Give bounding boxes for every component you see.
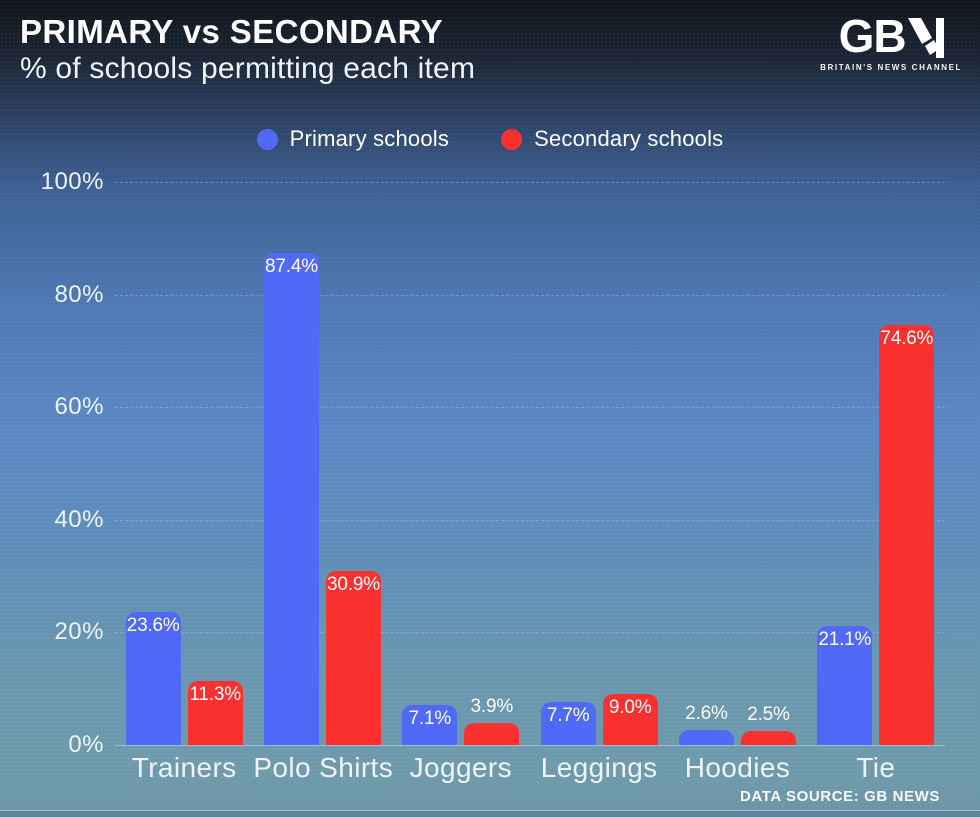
value-label-secondary-schools-trainers: 11.3% bbox=[189, 684, 241, 705]
gridline-60 bbox=[115, 407, 945, 409]
gbn-n-icon bbox=[907, 18, 944, 58]
legend-label-secondary: Secondary schools bbox=[534, 126, 724, 151]
category-label-trainers: Trainers bbox=[131, 752, 237, 783]
group-leggings: 7.7% 9.0% Leggings bbox=[530, 182, 668, 783]
legend: Primary schools Secondary schools bbox=[0, 126, 980, 152]
value-label-primary-schools-tie: 21.1% bbox=[818, 629, 872, 650]
bar-secondary-schools-tie: 74.6% bbox=[879, 325, 935, 745]
value-label-primary-schools-joggers: 7.1% bbox=[408, 708, 452, 729]
y-tick-40: 40% bbox=[54, 505, 104, 533]
legend-item-secondary: Secondary schools bbox=[501, 126, 723, 152]
gbn-logo-text: GB bbox=[838, 10, 907, 62]
value-label-primary-schools-hoodies: 2.6% bbox=[685, 703, 728, 724]
y-tick-100: 100% bbox=[40, 168, 104, 195]
y-tick-0: 0% bbox=[68, 731, 104, 758]
group-polo-shirts: 87.4% 30.9% Polo Shirts bbox=[253, 182, 393, 783]
y-tick-20: 20% bbox=[54, 618, 104, 646]
group-trainers: 23.6% 11.3% Trainers bbox=[115, 182, 253, 783]
bar-primary-schools-leggings: 7.7% bbox=[540, 702, 596, 745]
value-label-secondary-schools-hoodies: 2.5% bbox=[747, 704, 790, 725]
bar-groups: 23.6% 11.3% Trainers 87.4% 30.9% Polo Shirts 7… bbox=[115, 182, 945, 783]
gridline-40 bbox=[115, 519, 945, 521]
category-label-joggers: Joggers bbox=[409, 752, 513, 783]
legend-label-primary: Primary schools bbox=[289, 126, 450, 151]
primary-legend-dot-icon bbox=[256, 128, 278, 150]
category-label-leggings: Leggings bbox=[540, 752, 658, 783]
y-tick-80: 80% bbox=[54, 280, 104, 308]
plot-area: 23.6% 11.3% Trainers 87.4% 30.9% Polo Shirts 7… bbox=[115, 182, 945, 783]
bar-primary-schools-polo-shirts: 87.4% bbox=[263, 253, 319, 745]
bar-primary-schools-joggers: 7.1% bbox=[402, 705, 458, 745]
value-label-secondary-schools-polo-shirts: 30.9% bbox=[327, 574, 380, 595]
bar-secondary-schools-joggers: 3.9% bbox=[464, 696, 520, 745]
category-label-tie: Tie bbox=[856, 752, 896, 783]
chart-title: PRIMARY vs SECONDARY bbox=[20, 13, 444, 50]
bar-secondary-schools-trainers: 11.3% bbox=[187, 681, 243, 745]
value-label-secondary-schools-leggings: 9.0% bbox=[608, 697, 652, 718]
data-source-note: DATA SOURCE: GB NEWS bbox=[739, 788, 940, 805]
category-label-polo-shirts: Polo Shirts bbox=[253, 752, 394, 783]
chart-subtitle: % of schools permitting each item bbox=[20, 51, 476, 85]
bar-primary-schools-tie: 21.1% bbox=[817, 626, 873, 745]
secondary-legend-dot-icon bbox=[501, 128, 523, 150]
group-hoodies: 2.6% 2.5% Hoodies bbox=[668, 182, 806, 783]
bar-primary-schools-trainers: 23.6% bbox=[125, 612, 181, 745]
bar-primary-schools-hoodies: 2.6% bbox=[678, 703, 734, 745]
value-label-secondary-schools-tie: 74.6% bbox=[880, 328, 934, 349]
value-label-primary-schools-trainers: 23.6% bbox=[126, 615, 180, 636]
gridline-80 bbox=[115, 294, 945, 296]
y-axis-labels: 0% 20% 40% 60% 80% 100% bbox=[0, 168, 104, 758]
value-label-primary-schools-leggings: 7.7% bbox=[546, 705, 590, 726]
gbn-tagline: BRITAIN'S NEWS CHANNEL bbox=[820, 63, 962, 72]
gridline-20 bbox=[115, 632, 945, 634]
y-tick-60: 60% bbox=[54, 393, 104, 421]
bar-secondary-schools-polo-shirts: 30.9% bbox=[325, 571, 381, 745]
group-tie: 21.1% 74.6% Tie bbox=[807, 182, 945, 783]
header: PRIMARY vs SECONDARY % of schools permit… bbox=[20, 12, 475, 86]
legend-item-primary: Primary schools bbox=[256, 126, 450, 152]
bar-secondary-schools-leggings: 9.0% bbox=[602, 694, 658, 745]
value-label-secondary-schools-joggers: 3.9% bbox=[470, 696, 514, 717]
group-joggers: 7.1% 3.9% Joggers bbox=[392, 182, 530, 783]
bottom-strip bbox=[0, 810, 980, 817]
value-label-primary-schools-polo-shirts: 87.4% bbox=[265, 256, 318, 277]
gbn-logo: GB BRITAIN'S NEWS CHANNEL bbox=[820, 10, 962, 72]
bar-secondary-schools-hoodies: 2.5% bbox=[740, 704, 796, 745]
gridline-100 bbox=[115, 182, 945, 183]
gridline-0 bbox=[115, 745, 945, 746]
category-label-hoodies: Hoodies bbox=[684, 752, 791, 783]
